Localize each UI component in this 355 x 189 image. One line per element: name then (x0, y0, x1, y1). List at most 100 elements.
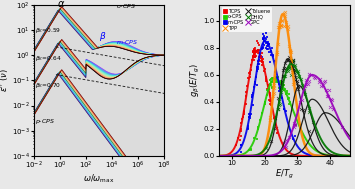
Point (287, 57, 293, 60)
Point (306, 129, 311, 132)
Point (277, 82, 282, 85)
Point (281, 24, 287, 27)
Point (257, 53, 263, 56)
Point (255, 49, 261, 52)
Point (256, 56, 262, 59)
Point (252, 55, 258, 58)
Point (238, 129, 244, 132)
Point (275, 79, 281, 82)
Point (261, 69, 267, 72)
Point (241, 109, 247, 112)
Point (238, 121, 244, 124)
Point (255, 125, 260, 128)
Point (266, 42, 272, 45)
Point (292, 122, 298, 125)
Point (275, 75, 281, 78)
Point (259, 112, 264, 115)
Point (261, 43, 267, 46)
Point (301, 108, 306, 111)
Point (281, 89, 286, 92)
Point (235, 136, 241, 139)
Point (264, 88, 270, 91)
Point (272, 70, 278, 73)
Point (247, 70, 253, 73)
Point (282, 75, 288, 78)
Point (329, 98, 334, 101)
Point (281, 66, 286, 69)
Y-axis label: $\varepsilon''\ (\nu)$: $\varepsilon''\ (\nu)$ (0, 69, 10, 92)
Point (290, 69, 296, 72)
Point (289, 65, 295, 68)
Point (238, 150, 244, 153)
Point (245, 125, 251, 128)
Point (251, 58, 257, 61)
Point (263, 78, 269, 81)
Point (254, 69, 260, 72)
Point (312, 77, 318, 80)
Point (261, 45, 266, 48)
Point (255, 49, 261, 52)
Point (295, 84, 301, 88)
Point (247, 76, 252, 79)
Point (260, 47, 266, 50)
Point (282, 14, 288, 17)
Point (259, 60, 264, 63)
Point (286, 55, 292, 58)
Point (284, 92, 289, 95)
Point (253, 75, 258, 78)
Point (252, 50, 257, 53)
Point (298, 78, 304, 81)
Point (290, 59, 295, 62)
Point (326, 89, 332, 92)
Point (286, 93, 292, 96)
Point (277, 25, 283, 28)
Point (286, 64, 291, 67)
Point (274, 131, 279, 134)
Point (262, 101, 267, 104)
Point (257, 54, 263, 57)
Point (240, 116, 246, 119)
Point (278, 23, 284, 26)
Point (295, 69, 301, 72)
Point (238, 143, 244, 146)
Point (252, 52, 258, 55)
Point (318, 84, 324, 87)
Point (253, 50, 258, 53)
Point (276, 26, 282, 29)
Point (281, 107, 286, 110)
Point (274, 78, 280, 81)
Point (290, 137, 295, 140)
Point (268, 49, 273, 52)
Point (269, 103, 275, 106)
Point (251, 136, 256, 139)
Point (265, 44, 271, 47)
Point (275, 43, 281, 46)
Point (306, 110, 312, 113)
Point (234, 144, 239, 147)
Point (292, 79, 298, 82)
Point (274, 80, 280, 83)
Point (275, 107, 281, 110)
Point (271, 82, 277, 85)
Point (256, 62, 261, 65)
Point (268, 78, 273, 81)
Point (266, 43, 272, 46)
Point (279, 85, 284, 88)
Y-axis label: $g_\beta(E/T_g)$: $g_\beta(E/T_g)$ (189, 63, 202, 98)
Point (252, 81, 258, 84)
Point (279, 20, 284, 23)
Point (300, 83, 305, 86)
Point (260, 60, 266, 63)
Point (253, 55, 258, 58)
Point (306, 79, 312, 82)
Point (268, 103, 274, 106)
Point (267, 83, 273, 86)
Point (269, 46, 274, 50)
Point (285, 97, 291, 100)
Point (277, 99, 282, 102)
Point (295, 88, 301, 91)
Point (239, 117, 245, 120)
Point (304, 79, 309, 82)
Point (260, 32, 266, 35)
Point (250, 51, 256, 54)
